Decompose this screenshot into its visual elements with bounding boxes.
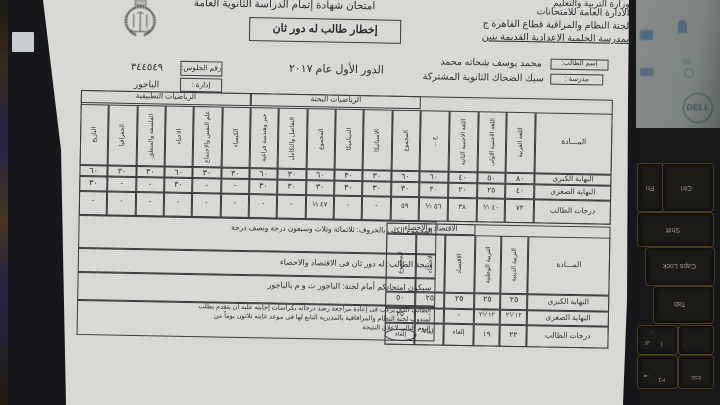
svg-text:EGYPT: EGYPT (136, 1, 146, 5)
